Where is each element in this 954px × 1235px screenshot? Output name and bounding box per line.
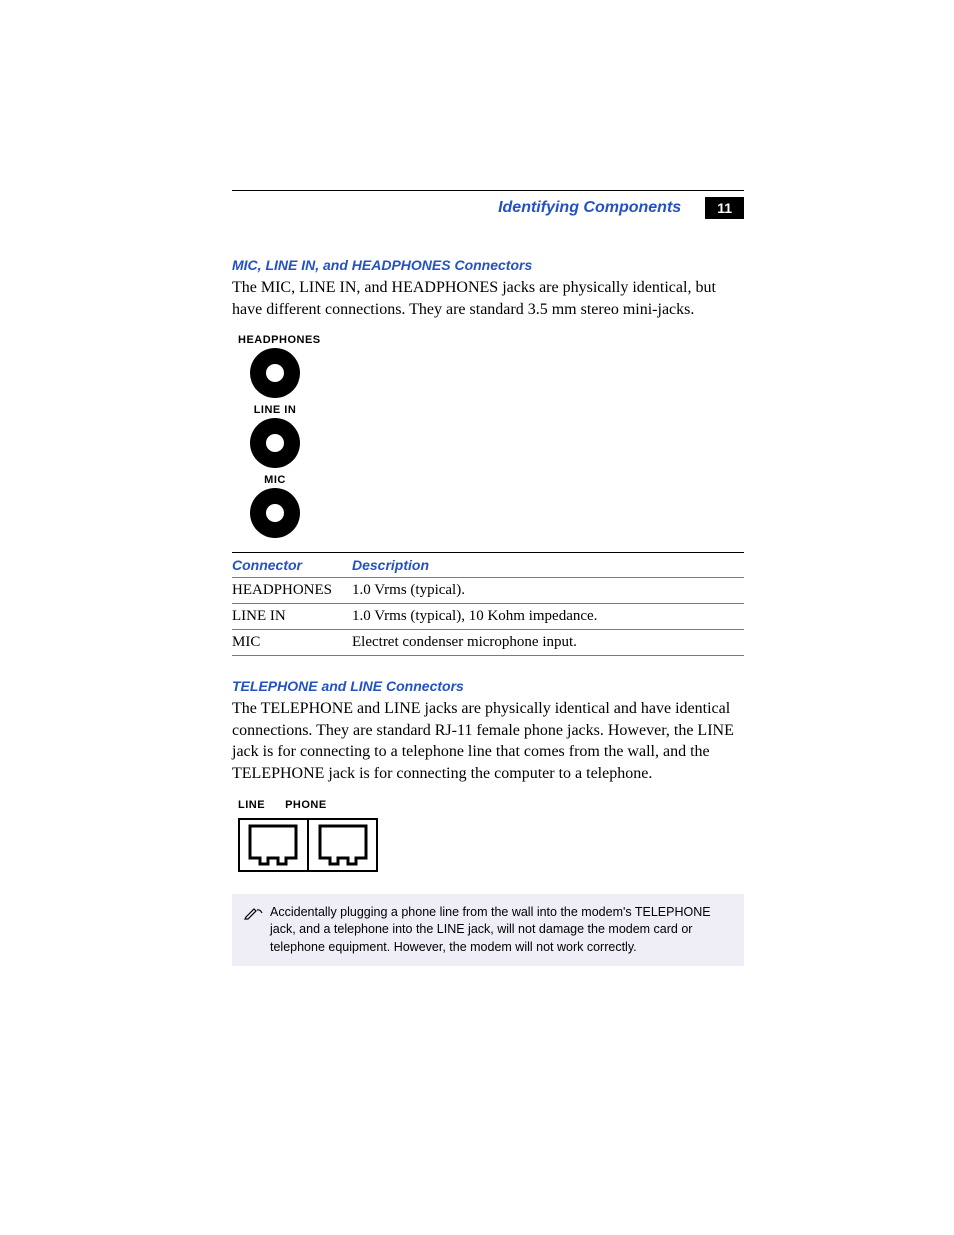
rj-icon-row [238, 818, 744, 872]
table-header-connector: Connector [232, 553, 352, 578]
table-header-description: Description [352, 553, 744, 578]
jack-label-mic: MIC [238, 474, 312, 486]
rj-col-phone: PHONE [285, 799, 327, 814]
table-cell-connector: HEADPHONES [232, 578, 352, 604]
rj-label-phone: PHONE [285, 799, 327, 811]
audio-jack-diagram: HEADPHONES LINE IN MIC [238, 334, 744, 538]
table-cell-description: Electret condenser microphone input. [352, 630, 744, 656]
table-cell-description: 1.0 Vrms (typical). [352, 578, 744, 604]
table-row: MIC Electret condenser microphone input. [232, 630, 744, 656]
table-row: LINE IN 1.0 Vrms (typical), 10 Kohm impe… [232, 604, 744, 630]
rj-label-line: LINE [238, 799, 265, 811]
page-number-box: 11 [705, 197, 744, 219]
table-cell-connector: MIC [232, 630, 352, 656]
note-pencil-icon [244, 906, 264, 925]
table-cell-description: 1.0 Vrms (typical), 10 Kohm impedance. [352, 604, 744, 630]
headphones-jack-icon [250, 348, 300, 398]
section-heading-audio: MIC, LINE IN, and HEADPHONES Connectors [232, 257, 744, 273]
section-heading-phone: TELEPHONE and LINE Connectors [232, 678, 744, 694]
jack-label-headphones: HEADPHONES [238, 334, 328, 346]
section-body-phone: The TELEPHONE and LINE jacks are physica… [232, 698, 744, 784]
running-head-text: Identifying Components [498, 199, 681, 217]
table-cell-connector: LINE IN [232, 604, 352, 630]
rj11-jacks-icon [238, 818, 378, 872]
jack-label-linein: LINE IN [238, 404, 312, 416]
phone-jack-diagram: LINE PHONE [238, 799, 744, 814]
note-callout: Accidentally plugging a phone line from … [232, 894, 744, 967]
document-page: Identifying Components 11 MIC, LINE IN, … [0, 0, 954, 1235]
table-row: HEADPHONES 1.0 Vrms (typical). [232, 578, 744, 604]
mic-jack-icon [250, 488, 300, 538]
connector-spec-table: Connector Description HEADPHONES 1.0 Vrm… [232, 552, 744, 656]
top-rule [232, 190, 744, 191]
note-text: Accidentally plugging a phone line from … [270, 904, 732, 957]
rj-col-line: LINE [238, 799, 265, 814]
linein-jack-icon [250, 418, 300, 468]
section-body-audio: The MIC, LINE IN, and HEADPHONES jacks a… [232, 277, 744, 320]
running-head-row: Identifying Components 11 [232, 197, 744, 219]
